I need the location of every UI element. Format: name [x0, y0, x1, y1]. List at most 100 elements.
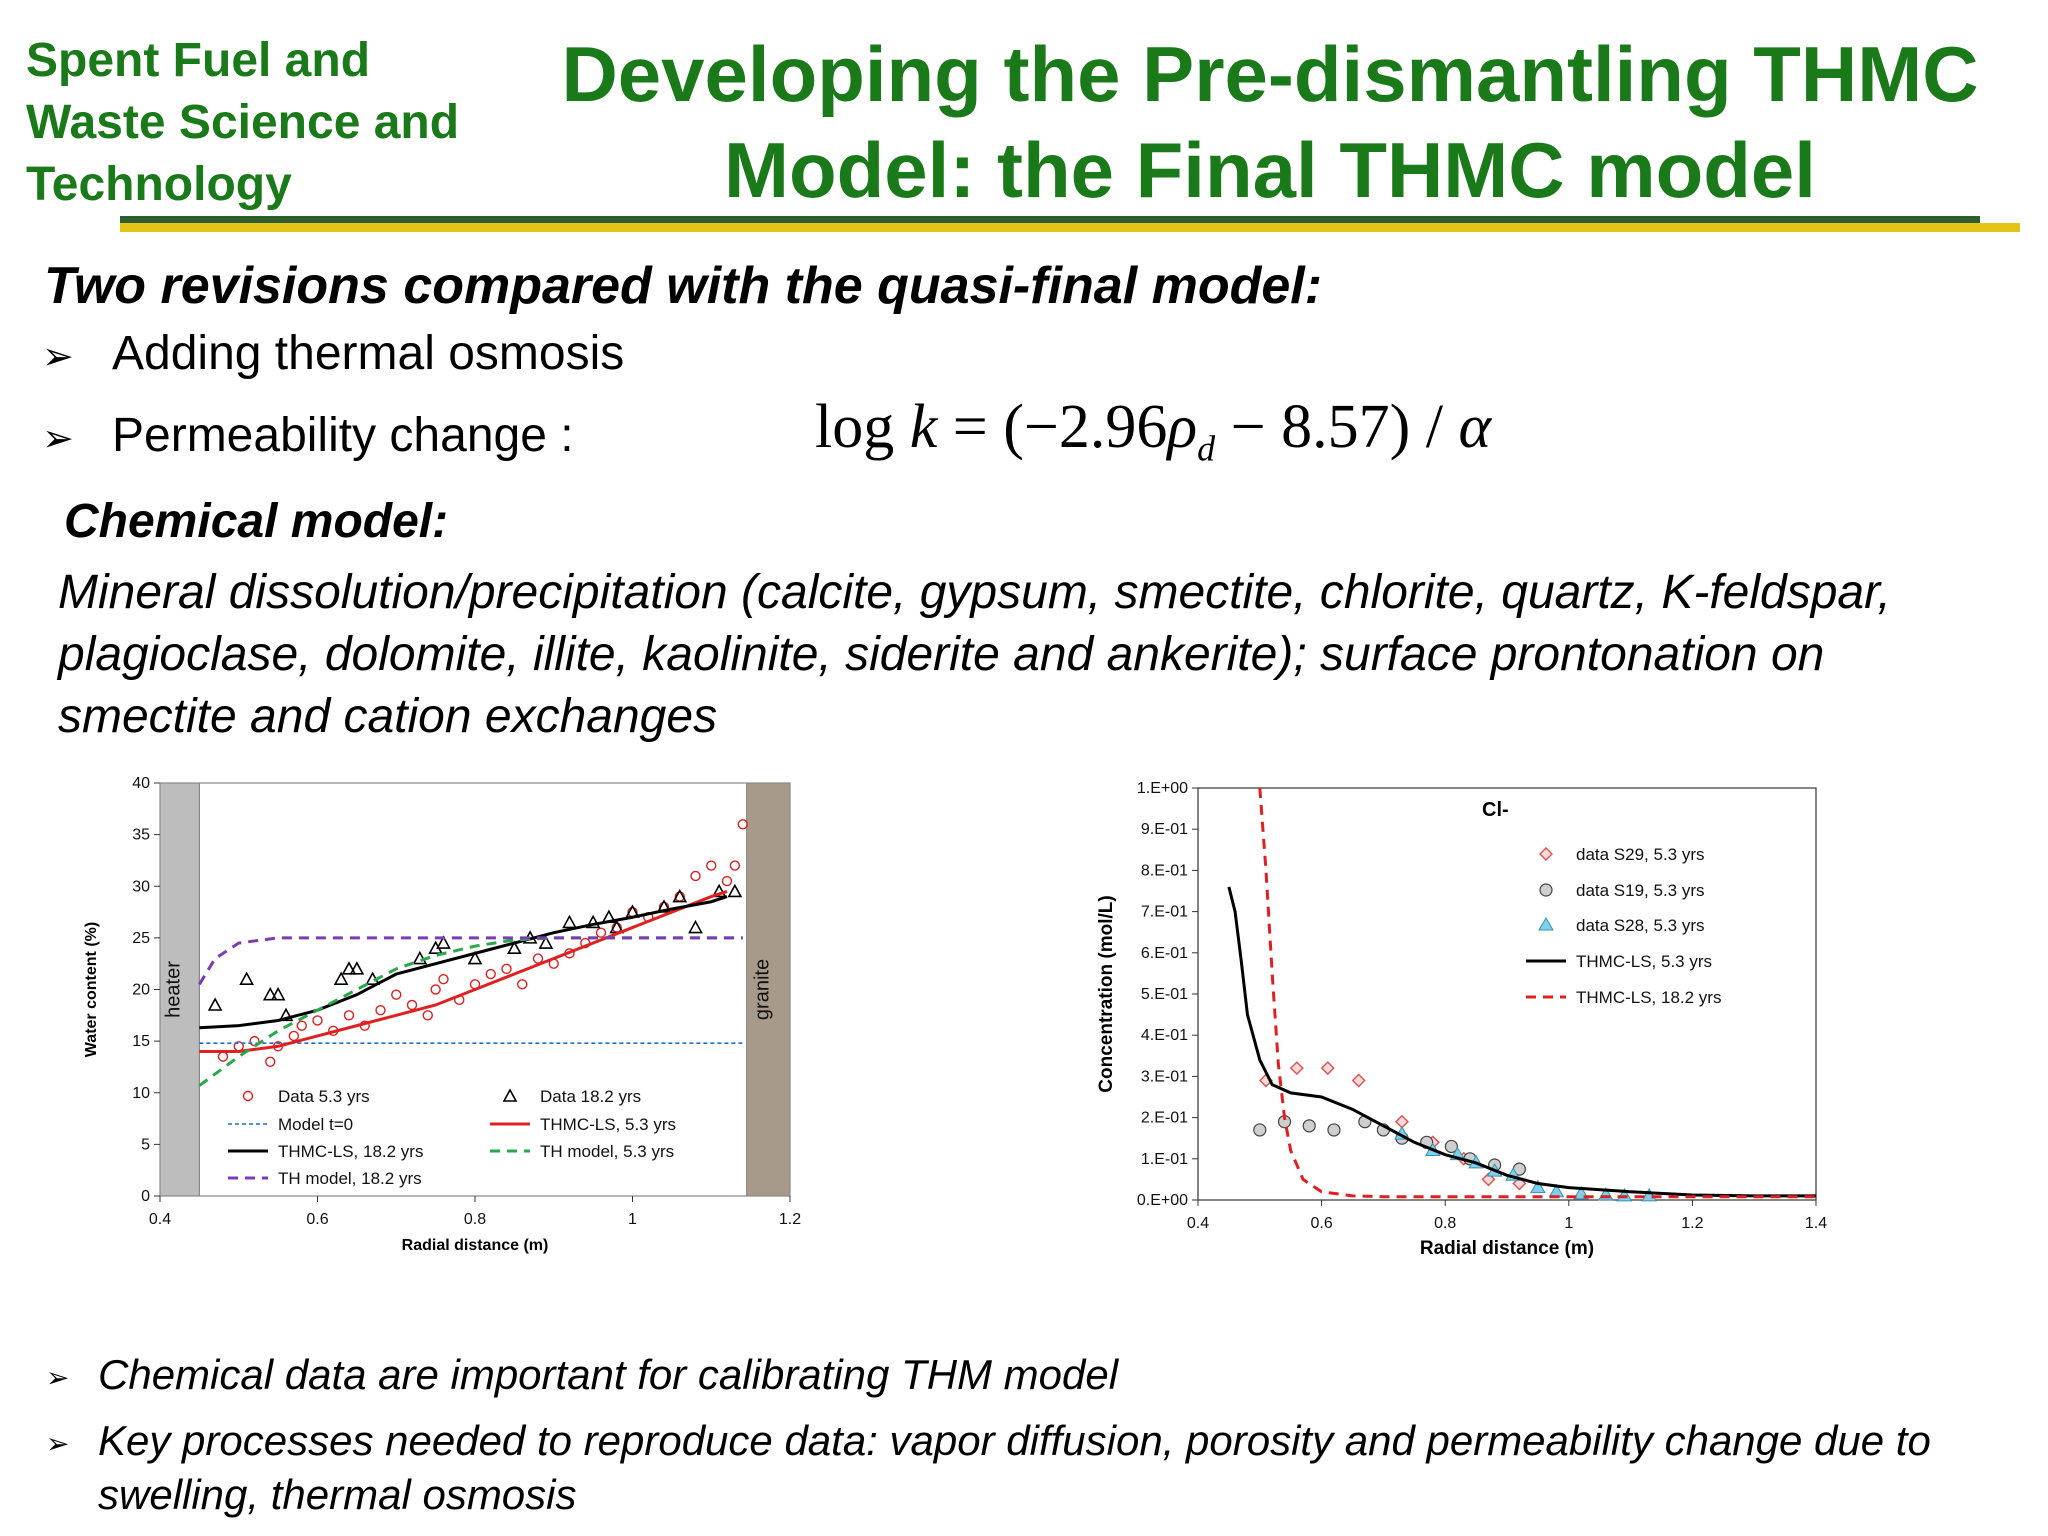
formula-eq: =	[952, 393, 988, 461]
data-point	[1302, 1119, 1316, 1133]
y-tick-label: 10	[132, 1085, 150, 1102]
y-tick-label: 5	[141, 1136, 150, 1153]
data-point	[430, 984, 441, 995]
y-tick-label: 20	[132, 982, 150, 999]
legend-swatch	[502, 1088, 518, 1102]
data-point	[706, 860, 717, 871]
legend-label: data S29, 5.3 yrs	[1576, 845, 1705, 864]
data-point	[436, 935, 451, 949]
zone-heater	[159, 782, 200, 1197]
data-point	[207, 997, 223, 1011]
y-tick-label: 3.E-01	[1141, 1068, 1188, 1085]
data-point	[341, 961, 357, 975]
chloride-concentration-chart: 0.E+00 1.E-01 2.E-01 3.E-01 4.E-01 5.E-01 6.E-…	[1096, 780, 1827, 1259]
subtitle: Two revisions compared with the quasi-fi…	[44, 257, 1323, 315]
zone-label: heater	[163, 961, 185, 1018]
y-tick-label: 1.E-01	[1141, 1151, 1188, 1168]
y-tick-label: 9.E-01	[1141, 821, 1188, 838]
data-point	[333, 971, 349, 985]
data-point	[288, 1030, 300, 1042]
note-text: Key processes needed to reproduce data: …	[98, 1417, 1931, 1518]
data-point	[595, 927, 607, 938]
data-point	[501, 963, 512, 975]
series-line	[1258, 787, 1816, 1199]
data-point	[1320, 1061, 1335, 1076]
legend-swatch	[1538, 917, 1554, 931]
data-point	[711, 883, 727, 898]
x-axis-label: Radial distance (m)	[1420, 1238, 1594, 1259]
x-tick-label: 1.2	[779, 1211, 801, 1228]
formula-close: − 8.57) /	[1230, 393, 1443, 461]
series-6	[198, 936, 743, 986]
data-point	[217, 1051, 229, 1062]
zone-label: granite	[751, 959, 773, 1020]
data-point	[672, 888, 688, 903]
title-rule-dark	[120, 216, 1980, 223]
plot-frame	[1197, 787, 1817, 1201]
legend-label: THMC-LS, 18.2 yrs	[278, 1142, 423, 1161]
data-point	[721, 875, 733, 887]
y-tick-label: 2.E-01	[1141, 1110, 1188, 1127]
legend-label: data S28, 5.3 yrs	[1576, 916, 1705, 935]
data-point	[278, 1007, 294, 1022]
bullet-item: ➢ Adding thermal osmosis	[42, 326, 624, 381]
y-tick-label: 1.E+00	[1137, 780, 1188, 797]
title-rule-yellow	[120, 223, 2020, 232]
data-point	[406, 999, 418, 1011]
chemical-heading: Chemical model:	[64, 495, 449, 548]
y-tick-label: 0	[141, 1188, 150, 1205]
bullet-text: Adding thermal osmosis	[112, 327, 625, 380]
series-1	[207, 883, 743, 1022]
formula-alpha: α	[1458, 393, 1492, 461]
data-point	[1641, 1187, 1658, 1202]
water-content-chart: heater granite 0 5 10 15 20 25 30 35 40 0.4 0.6 0.8 1 1…	[83, 775, 801, 1254]
data-point	[1394, 1114, 1409, 1129]
x-tick-label: 0.6	[1310, 1215, 1332, 1232]
y-tick-label: 35	[132, 827, 150, 844]
data-point	[1351, 1073, 1366, 1088]
formula-k: k	[909, 393, 938, 461]
data-point	[585, 914, 601, 929]
formula-rho: ρ	[1167, 393, 1198, 461]
chemical-body: Mineral dissolution/precipitation (calci…	[58, 566, 1891, 743]
y-tick-label: 40	[132, 775, 150, 792]
x-tick-label: 1.4	[1805, 1215, 1827, 1232]
legend-swatch	[242, 1090, 254, 1102]
data-point	[467, 950, 483, 965]
data-point	[538, 935, 554, 949]
x-tick-label: 1.2	[1681, 1215, 1703, 1232]
data-point	[517, 979, 528, 990]
slide-title: Developing the Pre-dismantling THMC Mode…	[561, 30, 1979, 214]
legend-label: TH model, 5.3 yrs	[540, 1142, 674, 1161]
y-tick-label: 15	[132, 1033, 150, 1050]
series-line	[198, 936, 743, 986]
bullet-text: Permeability change :	[112, 409, 574, 462]
legend-label: THMC-LS, 5.3 yrs	[540, 1115, 676, 1134]
series-line	[199, 889, 728, 1053]
legend-label: THMC-LS, 5.3 yrs	[1576, 952, 1712, 971]
series-0	[1258, 1061, 1527, 1191]
data-point	[270, 986, 286, 1001]
data-point	[422, 1010, 433, 1021]
data-point	[349, 961, 365, 975]
data-point	[412, 950, 428, 965]
y-tick-label: 6.E-01	[1141, 945, 1188, 962]
data-point	[1444, 1139, 1458, 1154]
legend-label: Data 5.3 yrs	[278, 1087, 370, 1106]
note-text: Chemical data are important for calibrat…	[98, 1351, 1119, 1398]
data-point	[690, 870, 701, 882]
formula-sub: d	[1197, 428, 1216, 469]
data-point	[532, 953, 544, 964]
y-tick-label: 4.E-01	[1141, 1027, 1188, 1044]
zone-granite	[746, 782, 791, 1197]
x-tick-label: 0.4	[149, 1211, 171, 1228]
data-point	[343, 1010, 355, 1021]
x-tick-label: 1	[1564, 1215, 1573, 1232]
data-point	[1253, 1123, 1267, 1137]
data-point	[1530, 1179, 1546, 1194]
data-point	[375, 1004, 386, 1016]
legend-label: data S19, 5.3 yrs	[1576, 881, 1705, 900]
data-point	[1327, 1123, 1341, 1137]
org-name: Spent Fuel and Waste Science and Technol…	[26, 34, 460, 211]
y-axis-label: Concentration (mol/L)	[1096, 895, 1117, 1092]
